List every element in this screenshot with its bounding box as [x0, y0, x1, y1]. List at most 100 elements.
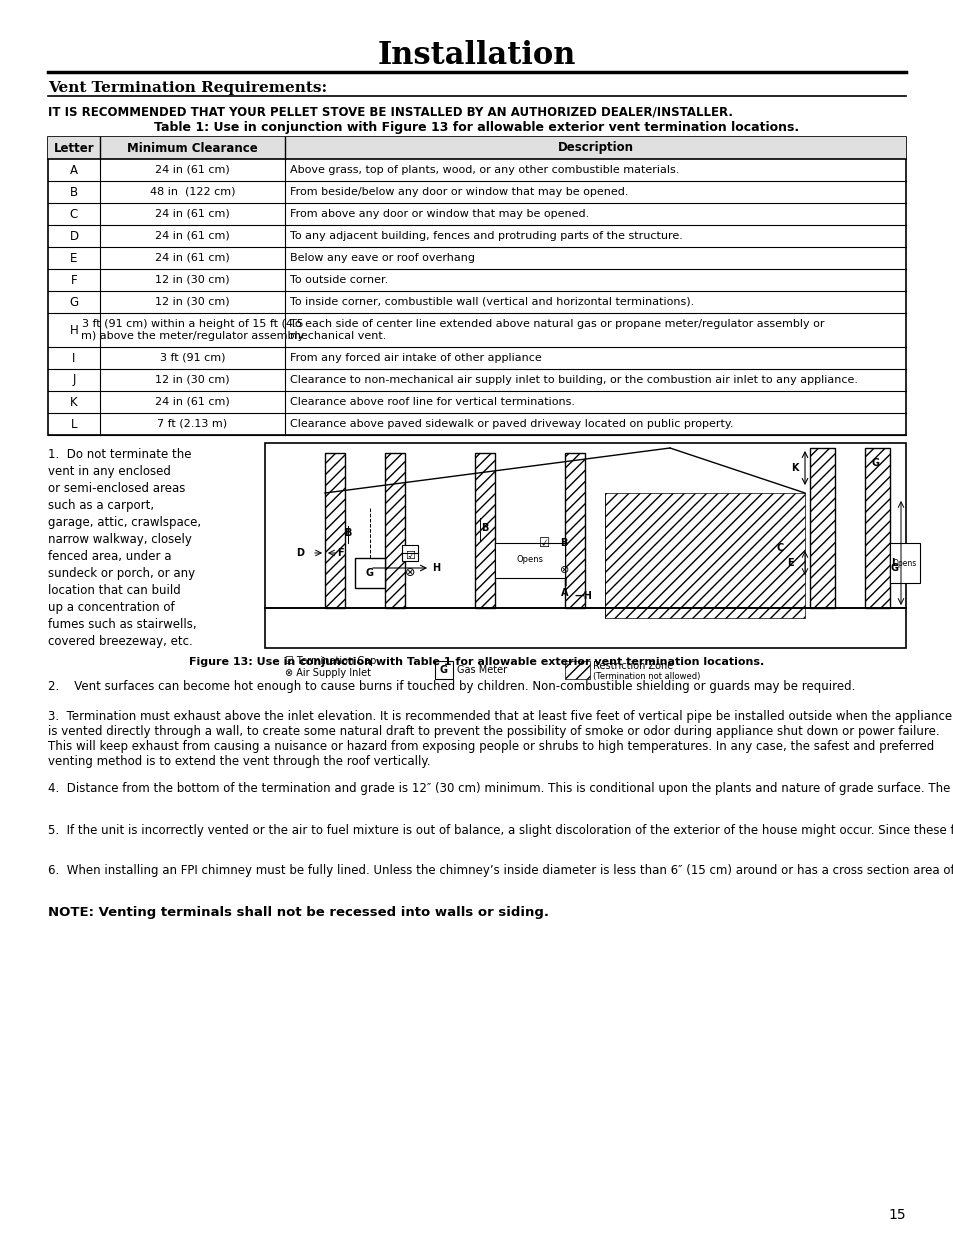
Text: Restriction Zone: Restriction Zone: [593, 661, 673, 671]
Text: D: D: [70, 230, 78, 242]
Bar: [864, 448, 889, 608]
Text: 3 ft (91 cm): 3 ft (91 cm): [159, 353, 225, 363]
Text: From beside/below any door or window that may be opened.: From beside/below any door or window tha…: [290, 186, 628, 198]
Text: To any adjacent building, fences and protruding parts of the structure.: To any adjacent building, fences and pro…: [290, 231, 682, 241]
Bar: [355, 558, 385, 588]
Text: 15: 15: [887, 1208, 905, 1221]
Text: ☑ Termination Cap: ☑ Termination Cap: [285, 656, 376, 666]
Text: 7 ft (2.13 m): 7 ft (2.13 m): [157, 419, 228, 429]
Bar: [265, 443, 905, 648]
Text: Clearance above roof line for vertical terminations.: Clearance above roof line for vertical t…: [290, 396, 575, 408]
Text: G: G: [890, 563, 898, 573]
Text: 4.  Distance from the bottom of the termination and grade is 12″ (30 cm) minimum: 4. Distance from the bottom of the termi…: [48, 782, 953, 795]
Bar: [475, 453, 495, 608]
Bar: [564, 661, 589, 679]
Text: NOTE: Venting terminals shall not be recessed into walls or siding.: NOTE: Venting terminals shall not be rec…: [48, 906, 548, 919]
Text: Above grass, top of plants, wood, or any other combustible materials.: Above grass, top of plants, wood, or any…: [290, 165, 679, 175]
Text: B: B: [344, 529, 352, 538]
Bar: [564, 453, 584, 608]
Text: G: G: [871, 458, 879, 468]
Text: 24 in (61 cm): 24 in (61 cm): [155, 209, 230, 219]
Text: ☑: ☑: [538, 536, 550, 550]
Text: G: G: [439, 664, 448, 676]
Text: Description: Description: [557, 142, 633, 154]
Text: ⊗: ⊗: [559, 564, 569, 576]
Text: From any forced air intake of other appliance: From any forced air intake of other appl…: [290, 353, 541, 363]
Text: E: E: [71, 252, 77, 264]
Bar: [495, 543, 564, 578]
Text: To each side of center line extended above natural gas or propane meter/regulato: To each side of center line extended abo…: [290, 319, 823, 341]
Text: 5.  If the unit is incorrectly vented or the air to fuel mixture is out of balan: 5. If the unit is incorrectly vented or …: [48, 824, 953, 837]
Text: Clearance above paved sidewalk or paved driveway located on public property.: Clearance above paved sidewalk or paved …: [290, 419, 733, 429]
Text: K: K: [790, 463, 798, 473]
Text: 12 in (30 cm): 12 in (30 cm): [155, 375, 230, 385]
Text: C: C: [70, 207, 78, 221]
Text: ⊗: ⊗: [404, 567, 415, 579]
Text: A: A: [70, 163, 78, 177]
Text: 12 in (30 cm): 12 in (30 cm): [155, 275, 230, 285]
Text: Clearance to non-mechanical air supply inlet to building, or the combustion air : Clearance to non-mechanical air supply i…: [290, 375, 857, 385]
Text: A: A: [560, 588, 568, 598]
Bar: [864, 448, 889, 608]
Text: 48 in  (122 cm): 48 in (122 cm): [150, 186, 235, 198]
Text: H: H: [432, 563, 439, 573]
Text: F: F: [71, 273, 77, 287]
Text: I: I: [72, 352, 75, 364]
Text: To outside corner.: To outside corner.: [290, 275, 388, 285]
Text: 24 in (61 cm): 24 in (61 cm): [155, 231, 230, 241]
Text: 12 in (30 cm): 12 in (30 cm): [155, 296, 230, 308]
Text: From above any door or window that may be opened.: From above any door or window that may b…: [290, 209, 589, 219]
Text: Opens: Opens: [892, 558, 916, 568]
Bar: [48, 137, 905, 159]
Text: J: J: [72, 373, 75, 387]
Text: 3.  Termination must exhaust above the inlet elevation. It is recommended that a: 3. Termination must exhaust above the in…: [48, 710, 951, 768]
Text: F: F: [336, 548, 343, 558]
Text: ☑: ☑: [405, 551, 415, 561]
Text: G: G: [366, 568, 374, 578]
Text: 6.  When installing an FPI chimney must be fully lined. Unless the chimney’s ins: 6. When installing an FPI chimney must b…: [48, 864, 953, 877]
Bar: [325, 453, 345, 608]
Text: Minimum Clearance: Minimum Clearance: [127, 142, 257, 154]
Bar: [889, 543, 919, 583]
Text: D: D: [295, 548, 304, 558]
Text: Figure 13: Use in conjunction with Table 1 for allowable exterior vent terminati: Figure 13: Use in conjunction with Table…: [190, 657, 763, 667]
Text: B: B: [481, 522, 488, 534]
Bar: [564, 453, 584, 608]
Text: L: L: [890, 558, 896, 568]
Text: IT IS RECOMMENDED THAT YOUR PELLET STOVE BE INSTALLED BY AN AUTHORIZED DEALER/IN: IT IS RECOMMENDED THAT YOUR PELLET STOVE…: [48, 105, 732, 119]
Text: Below any eave or roof overhang: Below any eave or roof overhang: [290, 253, 475, 263]
Text: ⊗ Air Supply Inlet: ⊗ Air Supply Inlet: [285, 668, 371, 678]
Text: H: H: [70, 324, 78, 336]
Text: 2.    Vent surfaces can become hot enough to cause burns if touched by children.: 2. Vent surfaces can become hot enough t…: [48, 680, 855, 693]
Bar: [325, 453, 345, 608]
Text: 24 in (61 cm): 24 in (61 cm): [155, 165, 230, 175]
Text: C: C: [776, 543, 782, 553]
Bar: [401, 545, 417, 561]
Text: Letter: Letter: [53, 142, 94, 154]
Text: 3 ft (91 cm) within a height of 15 ft (4.5
m) above the meter/regulator assembly: 3 ft (91 cm) within a height of 15 ft (4…: [81, 319, 304, 341]
Text: 1.  Do not terminate the
vent in any enclosed
or semi-enclosed areas
such as a c: 1. Do not terminate the vent in any encl…: [48, 448, 201, 648]
Text: B: B: [70, 185, 78, 199]
Text: (Termination not allowed): (Termination not allowed): [593, 672, 700, 680]
Bar: [385, 453, 405, 608]
Text: Table 1: Use in conjunction with Figure 13 for allowable exterior vent terminati: Table 1: Use in conjunction with Figure …: [154, 121, 799, 135]
Bar: [809, 448, 834, 608]
Text: Vent Termination Requirements:: Vent Termination Requirements:: [48, 82, 327, 95]
Bar: [385, 453, 405, 608]
Text: Installation: Installation: [377, 40, 576, 70]
Text: E: E: [786, 558, 793, 568]
Text: —H: —H: [575, 592, 592, 601]
Text: To inside corner, combustible wall (vertical and horizontal terminations).: To inside corner, combustible wall (vert…: [290, 296, 694, 308]
Text: Opens: Opens: [516, 556, 543, 564]
Text: I: I: [562, 578, 566, 588]
Bar: [809, 448, 834, 608]
Bar: [475, 453, 495, 608]
Text: G: G: [70, 295, 78, 309]
Bar: [48, 137, 905, 435]
Text: B: B: [559, 538, 567, 548]
Bar: [435, 661, 453, 679]
Text: 24 in (61 cm): 24 in (61 cm): [155, 396, 230, 408]
Bar: [604, 493, 804, 618]
Text: Gas Meter: Gas Meter: [456, 664, 507, 676]
Text: L: L: [71, 417, 77, 431]
